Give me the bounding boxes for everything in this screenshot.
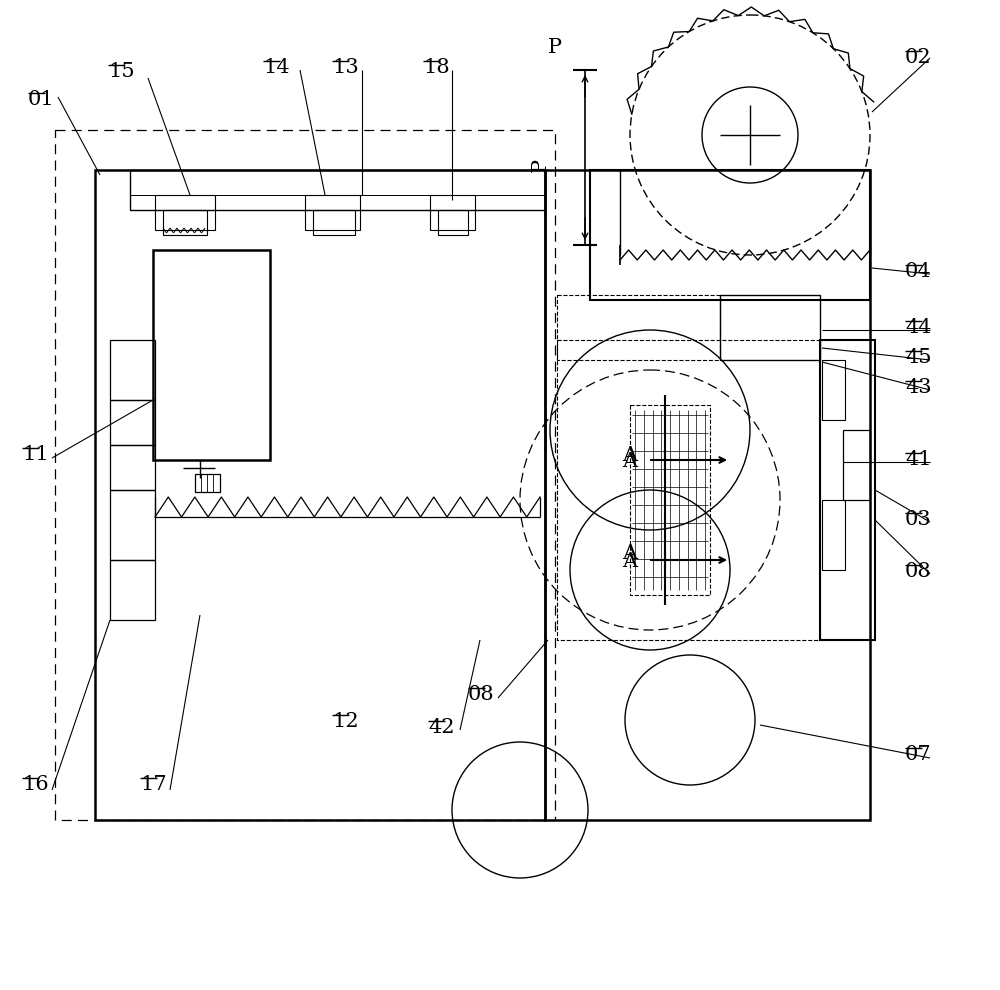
Text: 43: 43 <box>905 378 932 397</box>
Text: 15: 15 <box>108 62 135 81</box>
Text: A: A <box>622 544 637 563</box>
Text: 08: 08 <box>905 562 932 581</box>
Text: 18: 18 <box>423 58 450 77</box>
Bar <box>153 250 270 460</box>
Text: A: A <box>622 446 637 465</box>
Text: 12: 12 <box>332 712 359 731</box>
Text: 03: 03 <box>905 510 932 529</box>
Text: 44: 44 <box>905 318 932 337</box>
Bar <box>438 210 468 235</box>
Text: 02: 02 <box>905 48 932 67</box>
Text: 08: 08 <box>468 685 495 704</box>
Bar <box>720 295 820 360</box>
Bar <box>545 170 870 820</box>
Bar <box>110 445 155 490</box>
Bar <box>822 360 845 420</box>
Bar <box>843 430 870 500</box>
Bar <box>130 170 545 210</box>
Bar <box>110 560 155 620</box>
Bar <box>630 405 710 595</box>
Text: 01: 01 <box>28 90 55 109</box>
Bar <box>110 400 155 445</box>
Bar <box>155 195 215 230</box>
Text: 07: 07 <box>905 745 932 764</box>
Text: 13: 13 <box>332 58 359 77</box>
Bar <box>195 474 220 492</box>
Bar <box>313 210 355 235</box>
Text: 45: 45 <box>905 348 932 367</box>
Bar <box>557 295 720 360</box>
Bar <box>822 500 845 570</box>
Text: 42: 42 <box>428 718 454 737</box>
Text: 16: 16 <box>22 775 49 794</box>
Bar <box>110 340 155 400</box>
Text: P: P <box>530 158 550 172</box>
Text: 14: 14 <box>263 58 290 77</box>
Bar <box>820 340 875 640</box>
Text: P: P <box>548 38 562 57</box>
Bar <box>305 195 360 230</box>
Text: 17: 17 <box>140 775 167 794</box>
Text: A: A <box>622 452 637 471</box>
Bar <box>590 170 870 300</box>
Text: 04: 04 <box>905 262 932 281</box>
Text: 41: 41 <box>905 450 932 469</box>
Bar <box>557 340 820 640</box>
Bar <box>95 170 545 820</box>
Bar <box>110 490 155 560</box>
Text: 11: 11 <box>22 445 49 464</box>
Text: A: A <box>622 552 637 571</box>
Bar <box>163 210 207 235</box>
Bar <box>55 130 555 820</box>
Bar <box>430 195 475 230</box>
